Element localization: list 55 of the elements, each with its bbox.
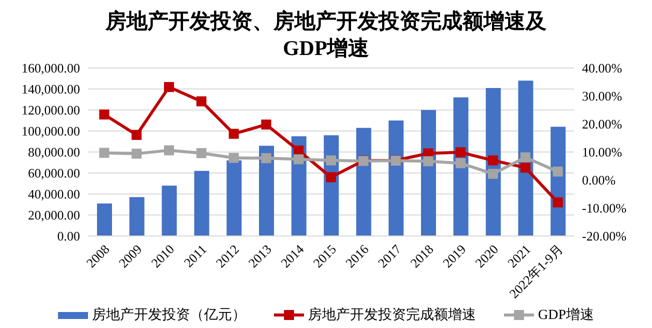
y-tick-label: 160,000.00 bbox=[22, 60, 80, 76]
y-tick-label: 20,000.00 bbox=[28, 208, 80, 223]
point bbox=[132, 148, 142, 159]
y-tick-label: 0.00 bbox=[57, 228, 80, 244]
x-tick-label: 2011 bbox=[180, 242, 210, 270]
y-tick-label: 60,000.00 bbox=[28, 166, 80, 181]
y2-tick-label: 0.00% bbox=[582, 172, 616, 188]
bar bbox=[226, 160, 242, 236]
point bbox=[552, 197, 563, 208]
y-tick-label: 40,000.00 bbox=[28, 186, 80, 202]
bar bbox=[356, 128, 372, 236]
y2-tick-label: 30.00% bbox=[582, 88, 622, 104]
y-tick-label: 80,000.00 bbox=[28, 144, 80, 160]
point bbox=[488, 168, 498, 179]
chart-title: 房地产开发投资、房地产开发投资完成额增速及GDP增速 bbox=[104, 8, 548, 62]
point bbox=[164, 82, 174, 92]
legend-label: 房地产开发投资完成额增速 bbox=[308, 306, 476, 324]
bar bbox=[388, 120, 404, 236]
legend-label: 房地产开发投资（亿元） bbox=[92, 306, 246, 324]
y2-tick-label: 40.00% bbox=[582, 60, 622, 76]
point bbox=[196, 96, 206, 106]
point bbox=[132, 130, 142, 140]
y2-tick-label: -20.00% bbox=[582, 228, 627, 244]
y-tick-label: 100,000.00 bbox=[22, 124, 80, 139]
point bbox=[294, 146, 304, 156]
bar bbox=[194, 170, 210, 236]
bar bbox=[162, 186, 177, 236]
point bbox=[456, 147, 466, 158]
point bbox=[261, 153, 272, 164]
point bbox=[261, 120, 272, 130]
point bbox=[552, 166, 563, 177]
point bbox=[99, 148, 110, 158]
point bbox=[99, 109, 110, 120]
point bbox=[228, 128, 239, 139]
point bbox=[423, 156, 434, 166]
point bbox=[520, 162, 530, 173]
legend-label: GDP增速 bbox=[538, 306, 594, 324]
y2-tick-label: 10.00% bbox=[582, 144, 622, 160]
point bbox=[228, 152, 239, 163]
bar bbox=[129, 197, 144, 236]
y2-tick-label: 20.00% bbox=[582, 116, 622, 132]
point bbox=[164, 145, 174, 156]
point bbox=[520, 152, 530, 162]
bar bbox=[97, 203, 112, 236]
bar bbox=[259, 146, 274, 236]
point bbox=[294, 154, 304, 164]
point bbox=[488, 155, 498, 166]
y-tick-label: 120,000.00 bbox=[22, 102, 80, 118]
bar bbox=[518, 80, 534, 236]
y-tick-label: 140,000.00 bbox=[22, 82, 80, 97]
point bbox=[326, 172, 336, 182]
point bbox=[326, 155, 336, 166]
y2-tick-label: -10.00% bbox=[582, 200, 627, 216]
point bbox=[456, 158, 466, 168]
point bbox=[196, 148, 206, 158]
